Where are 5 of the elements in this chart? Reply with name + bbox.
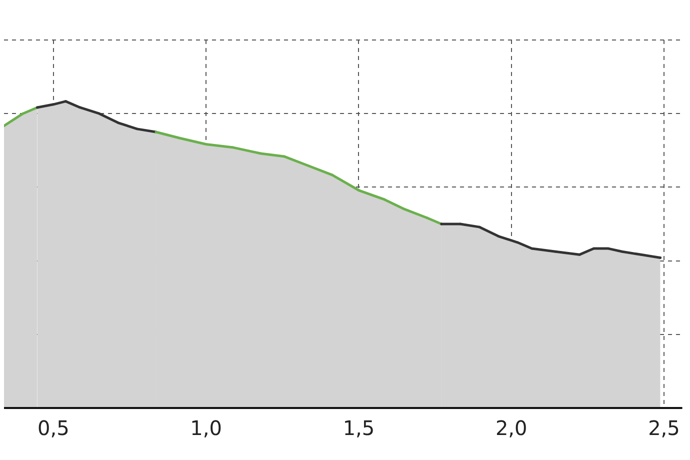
x-tick-label: 1,0	[190, 416, 222, 440]
x-tick-label: 0,5	[38, 416, 70, 440]
x-tick-label: 1,5	[342, 416, 375, 440]
x-tick-label: 2,0	[495, 416, 528, 440]
x-tick-label: 2,5	[648, 416, 680, 440]
